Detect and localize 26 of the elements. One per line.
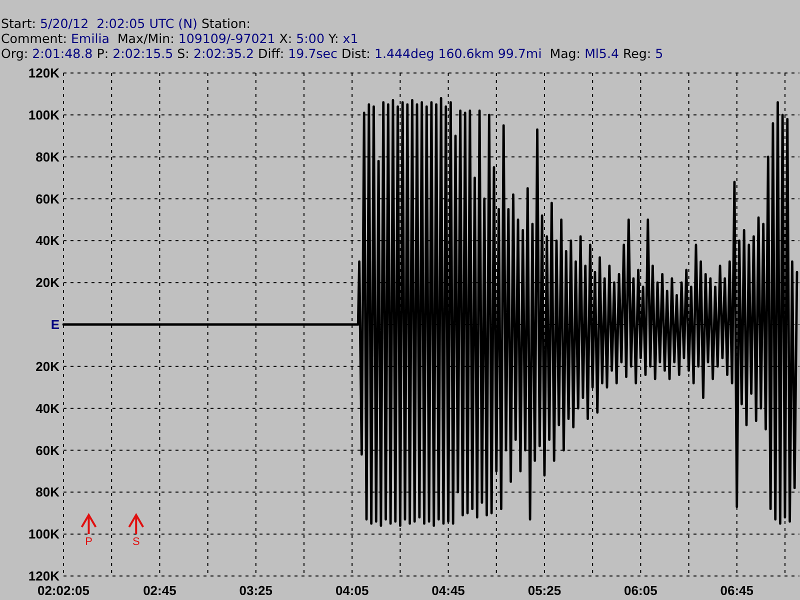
x-tick-label: 05:25: [528, 583, 562, 598]
chart-subtitle: Comment: Emilia Max/Min: 109109/-97021 X: 5:00 Y: x1: [1, 31, 358, 46]
x-tick-label: 06:05: [624, 583, 658, 598]
x-tick-label: 02:45: [143, 583, 176, 598]
y-tick-label: 20K: [36, 358, 60, 374]
chart-title: Start: 5/20/12 2:02:05 UTC (N) Station:: [1, 16, 250, 31]
y-tick-label: 60K: [36, 191, 60, 206]
x-tick-label: 06:45: [720, 583, 754, 598]
y-tick-label: 60K: [36, 442, 60, 458]
y-tick-label: 80K: [36, 484, 60, 500]
x-tick-label: 02:02:05: [37, 583, 90, 598]
x-tick-label: 04:05: [335, 583, 369, 598]
y-tick-label: 40K: [36, 233, 60, 248]
y-tick-label: 20K: [36, 275, 60, 290]
y-tick-label: E: [50, 317, 60, 332]
x-tick-label: 03:25: [239, 583, 273, 598]
y-tick-label: 100K: [28, 526, 60, 542]
y-tick-label: 40K: [36, 400, 60, 416]
y-tick-label: 120K: [28, 568, 60, 584]
x-tick-label: 04:45: [432, 583, 465, 598]
text: Org: 2:01:48.8 P: 2:02:15.5 S: 2:02:35.2 Diff: 19.7sec Dist: 1.444deg 160.6km 99.7mi Mag: Ml5.4 Reg: 5: [1, 46, 664, 61]
y-tick-label: 120K: [28, 66, 60, 81]
ref-line-label: P: [85, 536, 92, 548]
y-tick-label: 100K: [28, 107, 60, 122]
ref-line-label: S: [132, 536, 140, 548]
y-tick-label: 80K: [36, 149, 60, 164]
